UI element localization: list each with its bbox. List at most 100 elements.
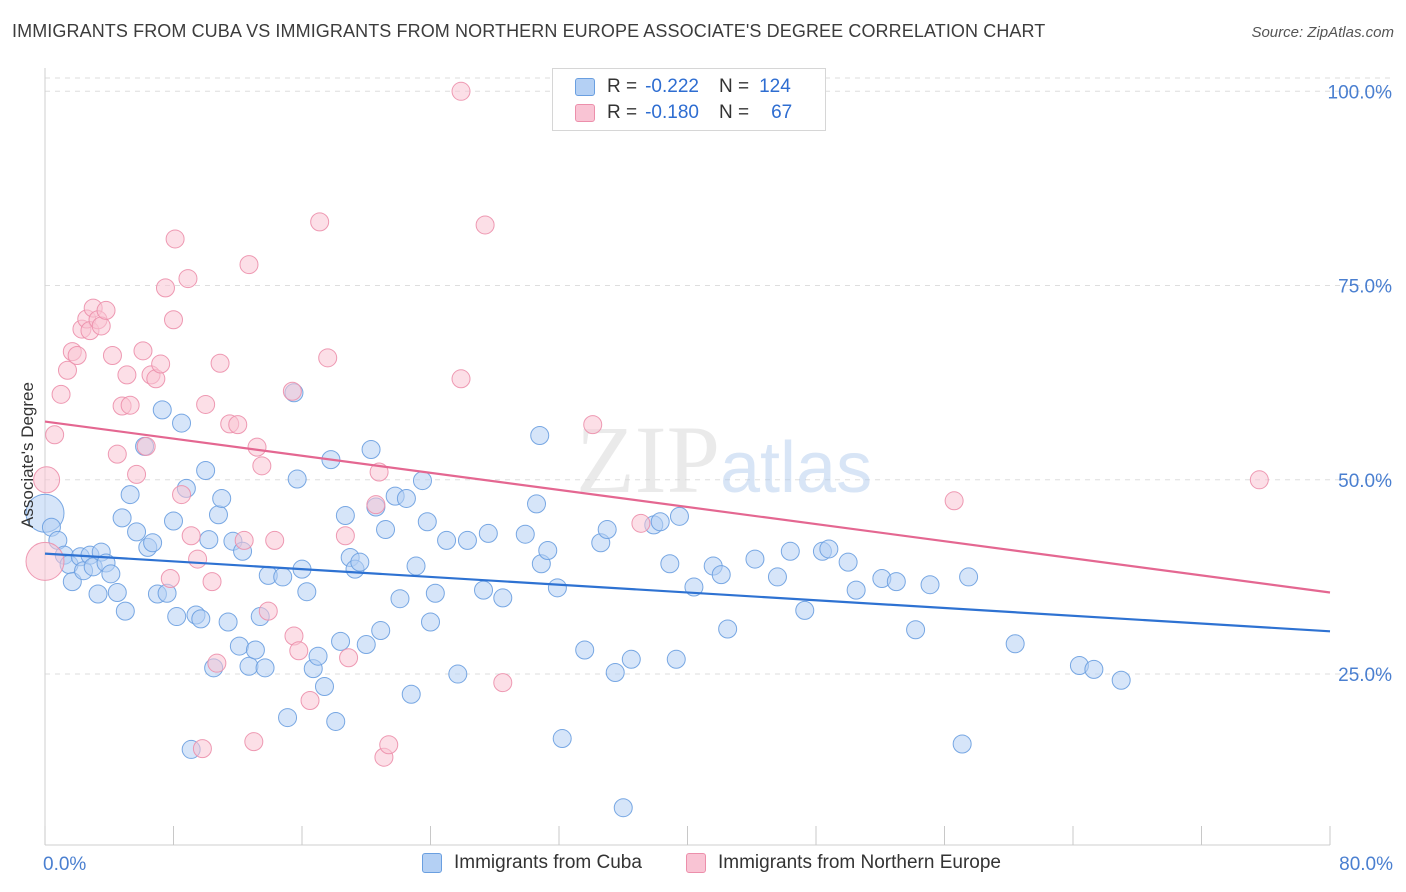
- data-point: [196, 460, 216, 480]
- data-point: [300, 690, 320, 710]
- data-point: [278, 708, 298, 728]
- data-point: [273, 567, 293, 587]
- data-point: [819, 539, 839, 559]
- data-point: [120, 395, 140, 415]
- data-point: [366, 495, 386, 515]
- correlation-legend: R = -0.222 N = 124 R = -0.180 N = 67: [552, 68, 826, 131]
- data-point: [371, 621, 391, 641]
- data-point: [711, 565, 731, 585]
- data-point: [152, 400, 172, 420]
- trend-line: [44, 552, 1331, 633]
- data-point: [287, 469, 307, 489]
- data-point: [666, 649, 686, 669]
- data-point: [959, 567, 979, 587]
- data-point: [396, 488, 416, 508]
- data-point: [530, 426, 550, 446]
- data-point: [401, 684, 421, 704]
- data-point: [538, 541, 558, 561]
- data-point: [133, 341, 153, 361]
- data-point: [51, 384, 71, 404]
- data-point: [474, 580, 494, 600]
- data-point: [361, 440, 381, 460]
- data-point: [314, 676, 334, 696]
- data-point: [457, 530, 477, 550]
- data-point: [515, 524, 535, 544]
- chart-title: IMMIGRANTS FROM CUBA VS IMMIGRANTS FROM …: [12, 21, 1046, 41]
- data-point: [339, 648, 359, 668]
- legend-label-northern-europe: Immigrants from Northern Europe: [718, 852, 1001, 873]
- y-tick-label: 75.0%: [1338, 277, 1392, 298]
- data-point: [478, 523, 498, 543]
- data-point: [886, 572, 906, 592]
- data-point: [906, 620, 926, 640]
- data-point: [451, 369, 471, 389]
- legend-n-value: 124: [759, 76, 791, 97]
- legend-n-label: N =: [718, 76, 750, 97]
- data-point: [308, 646, 328, 666]
- data-point: [621, 649, 641, 669]
- y-tick-label: 100.0%: [1328, 82, 1393, 103]
- series-legend: Immigrants from Cuba Immigrants from Nor…: [0, 852, 1406, 878]
- data-point: [297, 582, 317, 602]
- gridlines: [45, 77, 1395, 675]
- data-point: [96, 300, 116, 320]
- data-point: [88, 584, 108, 604]
- legend-r-value: -0.180: [645, 102, 699, 123]
- data-point: [650, 512, 670, 532]
- data-point: [255, 658, 275, 678]
- data-point: [448, 664, 468, 684]
- data-point: [115, 601, 135, 621]
- data-point: [120, 485, 140, 505]
- data-point: [475, 215, 495, 235]
- data-point: [229, 636, 249, 656]
- data-point: [1249, 470, 1269, 490]
- data-point: [425, 583, 445, 603]
- data-point: [547, 578, 567, 598]
- data-point: [67, 345, 87, 365]
- x-tick-label: 80.0%: [1339, 854, 1393, 875]
- data-point: [45, 425, 65, 445]
- data-point: [669, 506, 689, 526]
- data-point: [143, 533, 163, 553]
- data-point: [527, 494, 547, 514]
- series-cuba-points: [25, 383, 1131, 818]
- data-point: [188, 549, 208, 569]
- data-point: [160, 568, 180, 588]
- data-point: [421, 612, 440, 632]
- axes: [44, 68, 1331, 846]
- data-point: [207, 653, 227, 673]
- data-point: [952, 734, 972, 754]
- data-point: [239, 656, 259, 676]
- legend-item-cuba: Immigrants from Cuba: [422, 852, 642, 874]
- data-point: [356, 635, 376, 655]
- data-point: [172, 413, 192, 433]
- data-point: [167, 607, 187, 627]
- data-point: [1084, 659, 1104, 679]
- data-point: [745, 549, 765, 569]
- data-point: [33, 466, 61, 494]
- watermark: ZIP atlas: [576, 406, 872, 513]
- data-point: [210, 353, 230, 373]
- data-point: [202, 572, 222, 592]
- data-point: [390, 589, 410, 609]
- data-point: [838, 552, 858, 572]
- data-point: [244, 732, 264, 752]
- data-point: [155, 278, 175, 298]
- data-point: [795, 600, 815, 620]
- data-point: [575, 640, 595, 660]
- y-tick-label: 50.0%: [1338, 471, 1392, 492]
- data-point: [191, 609, 211, 629]
- data-point: [151, 354, 171, 374]
- data-point: [212, 488, 232, 508]
- data-point: [282, 381, 302, 401]
- data-point: [117, 365, 137, 385]
- y-axis-label: Associate's Degree: [18, 382, 37, 528]
- data-point: [412, 471, 432, 491]
- data-point: [310, 212, 330, 232]
- legend-r-value: -0.222: [645, 76, 699, 97]
- data-point: [379, 735, 399, 755]
- data-point: [228, 415, 248, 435]
- data-point: [350, 552, 370, 572]
- data-point: [605, 663, 625, 683]
- data-point: [107, 444, 127, 464]
